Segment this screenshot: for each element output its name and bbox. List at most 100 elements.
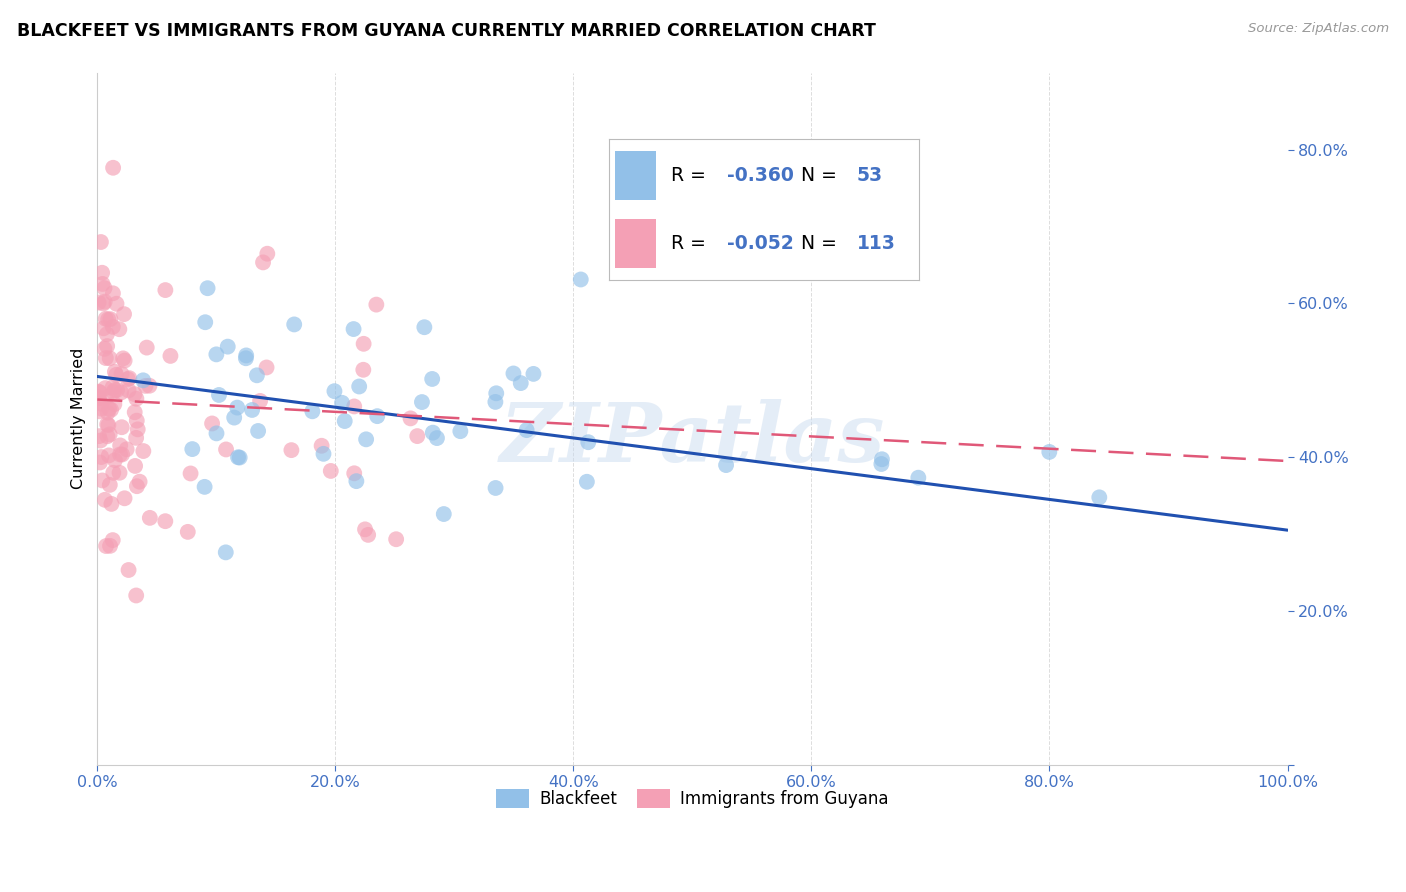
Point xyxy=(217,340,239,354)
Point xyxy=(97,312,120,326)
Point xyxy=(110,385,132,400)
Point xyxy=(87,384,110,399)
Point xyxy=(228,450,250,465)
Point xyxy=(180,467,202,481)
Point xyxy=(352,363,374,377)
Point xyxy=(108,438,131,452)
Point xyxy=(249,393,271,408)
Point xyxy=(93,281,115,295)
Point xyxy=(420,372,443,386)
Point xyxy=(246,368,269,383)
Point xyxy=(406,429,429,443)
Point xyxy=(413,320,436,334)
Point xyxy=(91,266,114,280)
Point xyxy=(97,418,120,433)
Point xyxy=(103,397,125,411)
Point xyxy=(333,414,356,428)
Point xyxy=(94,351,117,365)
Point xyxy=(181,442,204,456)
Point xyxy=(101,380,124,394)
Point xyxy=(108,322,131,336)
Point xyxy=(94,539,117,553)
Point xyxy=(449,424,471,438)
Text: Source: ZipAtlas.com: Source: ZipAtlas.com xyxy=(1249,22,1389,36)
Point xyxy=(93,342,115,356)
Point xyxy=(323,384,346,399)
Point xyxy=(235,351,257,366)
Text: ZIPatlas: ZIPatlas xyxy=(499,400,886,480)
Point xyxy=(159,349,181,363)
Point xyxy=(132,373,155,387)
Point xyxy=(155,514,177,528)
Point xyxy=(347,379,370,393)
Point xyxy=(215,545,238,559)
Point xyxy=(90,235,112,249)
Point xyxy=(226,450,249,465)
Point xyxy=(522,367,544,381)
Point xyxy=(100,402,122,417)
Point xyxy=(301,404,323,418)
Point xyxy=(125,479,148,493)
Point xyxy=(87,391,110,405)
Point xyxy=(201,417,224,431)
Point xyxy=(94,381,117,395)
Point xyxy=(343,400,366,414)
Point xyxy=(118,371,141,385)
Point xyxy=(104,453,127,467)
Point xyxy=(98,427,121,442)
Point xyxy=(114,491,136,506)
Point xyxy=(98,478,121,492)
Point xyxy=(114,353,136,368)
Point xyxy=(89,404,111,418)
Point xyxy=(125,431,148,445)
Point xyxy=(343,467,366,481)
Point xyxy=(139,511,162,525)
Point xyxy=(134,379,156,393)
Point xyxy=(385,533,408,547)
Point xyxy=(344,474,367,488)
Point xyxy=(280,443,302,458)
Point xyxy=(235,348,257,362)
Point xyxy=(94,492,117,507)
Point xyxy=(128,475,150,489)
Point xyxy=(93,321,115,335)
Point xyxy=(240,403,263,417)
Point xyxy=(870,452,893,467)
Point xyxy=(94,311,117,326)
Point xyxy=(115,442,138,457)
Point xyxy=(89,385,111,400)
Point xyxy=(283,318,305,332)
Point xyxy=(90,397,112,411)
Point xyxy=(87,429,110,443)
Point xyxy=(96,327,118,342)
Legend: Blackfeet, Immigrants from Guyana: Blackfeet, Immigrants from Guyana xyxy=(489,782,896,815)
Point xyxy=(215,442,238,457)
Point xyxy=(342,322,364,336)
Point xyxy=(247,424,270,438)
Point xyxy=(101,286,124,301)
Point xyxy=(111,420,134,434)
Point xyxy=(353,336,375,351)
Point xyxy=(124,405,146,419)
Point xyxy=(484,481,506,495)
Point xyxy=(1038,445,1060,459)
Point xyxy=(101,319,124,334)
Point xyxy=(97,449,120,463)
Point xyxy=(224,410,246,425)
Point xyxy=(194,480,217,494)
Point xyxy=(1088,491,1111,505)
Point xyxy=(96,417,118,432)
Point xyxy=(96,429,118,443)
Point xyxy=(226,401,249,415)
Point xyxy=(575,475,598,489)
Point xyxy=(433,507,456,521)
Point xyxy=(98,351,121,366)
Point xyxy=(484,395,506,409)
Point xyxy=(870,457,893,471)
Point xyxy=(105,368,128,382)
Point xyxy=(105,297,128,311)
Point xyxy=(117,384,139,398)
Point xyxy=(714,458,737,472)
Point xyxy=(357,528,380,542)
Point xyxy=(117,372,139,386)
